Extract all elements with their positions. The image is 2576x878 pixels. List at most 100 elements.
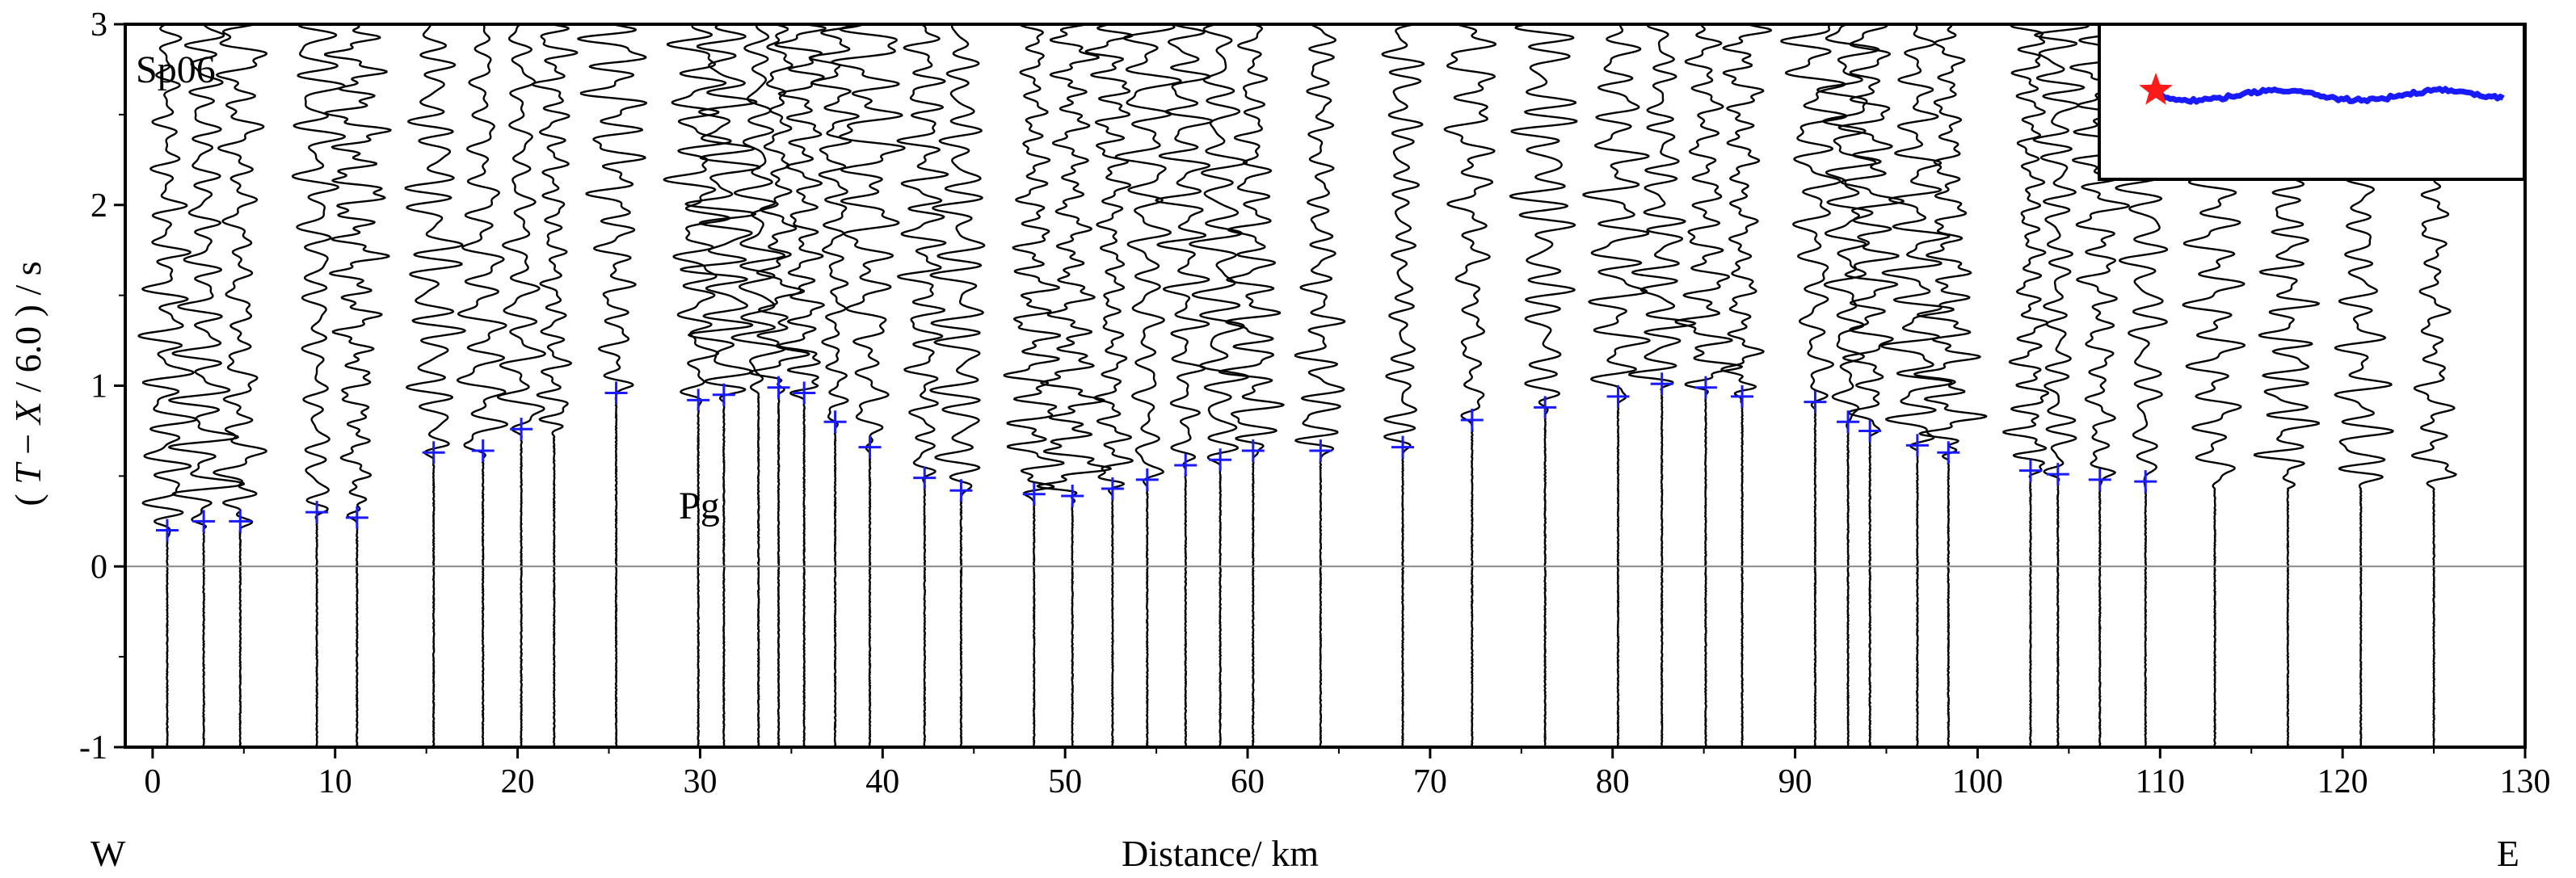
waveform-trace [1114,24,1182,747]
waveform-trace [456,24,508,747]
pg-pick-marker [229,510,252,533]
pg-pick-marker [858,435,882,459]
y-tick-label: 3 [90,6,107,44]
pg-pick-marker [1309,439,1332,463]
profile-line [2156,86,2505,105]
waveform-trace [1913,24,1988,747]
pg-pick-marker [823,410,847,434]
waveform-trace [496,24,546,747]
pg-pick-marker [1937,441,1960,464]
pg-phase-label: Pg [679,485,720,527]
waveform-trace [1816,24,1882,747]
waveform-trace [213,24,267,747]
waveform-trace [1218,24,1285,747]
x-tick-label: 0 [144,763,161,800]
pg-pick-marker [510,418,533,441]
waveform-trace [1879,24,1955,747]
pg-pick-marker [422,441,445,464]
pg-pick-marker [1135,468,1159,491]
x-tick-label: 100 [1952,763,2003,800]
pg-pick-marker [687,389,710,412]
waveform-trace [929,24,986,747]
y-tick-label: -1 [79,729,107,767]
pg-pick-marker [345,506,368,529]
waveform-trace [663,24,732,747]
waveform-trace [1036,24,1112,747]
pg-pick-marker [2088,468,2111,491]
pg-pick-marker [1905,434,1929,457]
pg-pick-marker [1837,410,1860,434]
pg-pick-marker [712,383,735,406]
pg-pick-marker [1731,384,1754,408]
waveform-trace [404,24,466,747]
x-axis-title: Distance/ km [1122,833,1319,874]
pg-pick-marker [1460,409,1484,432]
y-axis-title-open: ( [7,485,48,506]
waveform-trace [774,24,827,747]
pg-pick-marker [1391,435,1414,459]
x-tick-label: 110 [2136,763,2185,800]
waveform-trace [1443,24,1497,747]
pg-pick-marker [192,510,216,533]
pg-pick-marker [1804,390,1827,414]
x-tick-label: 80 [1596,763,1630,800]
pg-pick-marker [1650,372,1673,396]
pg-pick-marker [1694,376,1717,399]
y-tick-label: 1 [90,368,107,405]
waveform-trace [680,24,761,747]
waveform-trace [324,24,392,747]
waveform-trace [291,24,346,747]
pg-pick-marker [793,381,816,405]
pg-pick-marker [1174,453,1198,477]
east-label: E [2497,833,2519,874]
pg-pick-marker [471,439,495,463]
x-tick-label: 130 [2500,763,2551,800]
waveform-trace [2032,24,2090,747]
waveform-trace [1837,24,1905,747]
x-tick-label: 50 [1048,763,1082,800]
pg-pick-marker [2018,459,2042,482]
x-tick-label: 10 [318,763,352,800]
pg-pick-marker [1101,477,1124,501]
pg-pick-marker [305,501,329,524]
waveform-trace [1582,24,1651,747]
y-axis-title-rest: / 6.0 ) / s [7,261,48,401]
waveform-trace [896,24,949,747]
waveform-trace [1189,24,1250,747]
waveform-trace [1720,24,1773,747]
x-tick-label: 60 [1231,763,1265,800]
waveform-trace [1674,24,1744,747]
pg-pick-marker [1061,484,1084,507]
waveform-trace [2002,24,2050,747]
y-tick-label: 0 [90,548,107,586]
pg-pick-marker [767,376,790,399]
x-tick-label: 70 [1413,763,1447,800]
pg-pick-marker [1209,448,1232,472]
waveform-trace [1780,24,1848,747]
waveform-trace [808,24,863,747]
y-axis-title-t: T [7,461,48,485]
pg-pick-marker [949,479,973,502]
pg-pick-marker [1858,419,1882,443]
shot-point-star-icon [2139,73,2173,105]
west-label: W [90,833,126,874]
x-axis-ticks: 0 10 20 30 40 50 60 70 80 90 100 110 120 130 [144,747,2551,800]
waveform-trace [137,24,198,747]
inset-location-map [2098,23,2526,181]
pg-pick-marker [1241,439,1265,463]
pg-pick-marker [2046,463,2069,486]
waveform-trace [1381,24,1425,747]
waveform-trace [1084,24,1134,747]
y-tick-label: 2 [90,187,107,225]
pg-pick-marker [913,466,937,489]
x-tick-label: 90 [1778,763,1812,800]
y-axis-title: ( T − X / 6.0 ) / s [7,261,48,506]
pg-pick-marker [155,519,179,542]
pg-pick-markers [155,372,2157,542]
pg-pick-marker [1606,384,1630,408]
y-axis-ticks: -1 0 1 2 3 [79,6,125,767]
waveform-trace [577,24,648,747]
x-tick-label: 20 [501,763,535,800]
pg-pick-marker [1022,482,1046,506]
